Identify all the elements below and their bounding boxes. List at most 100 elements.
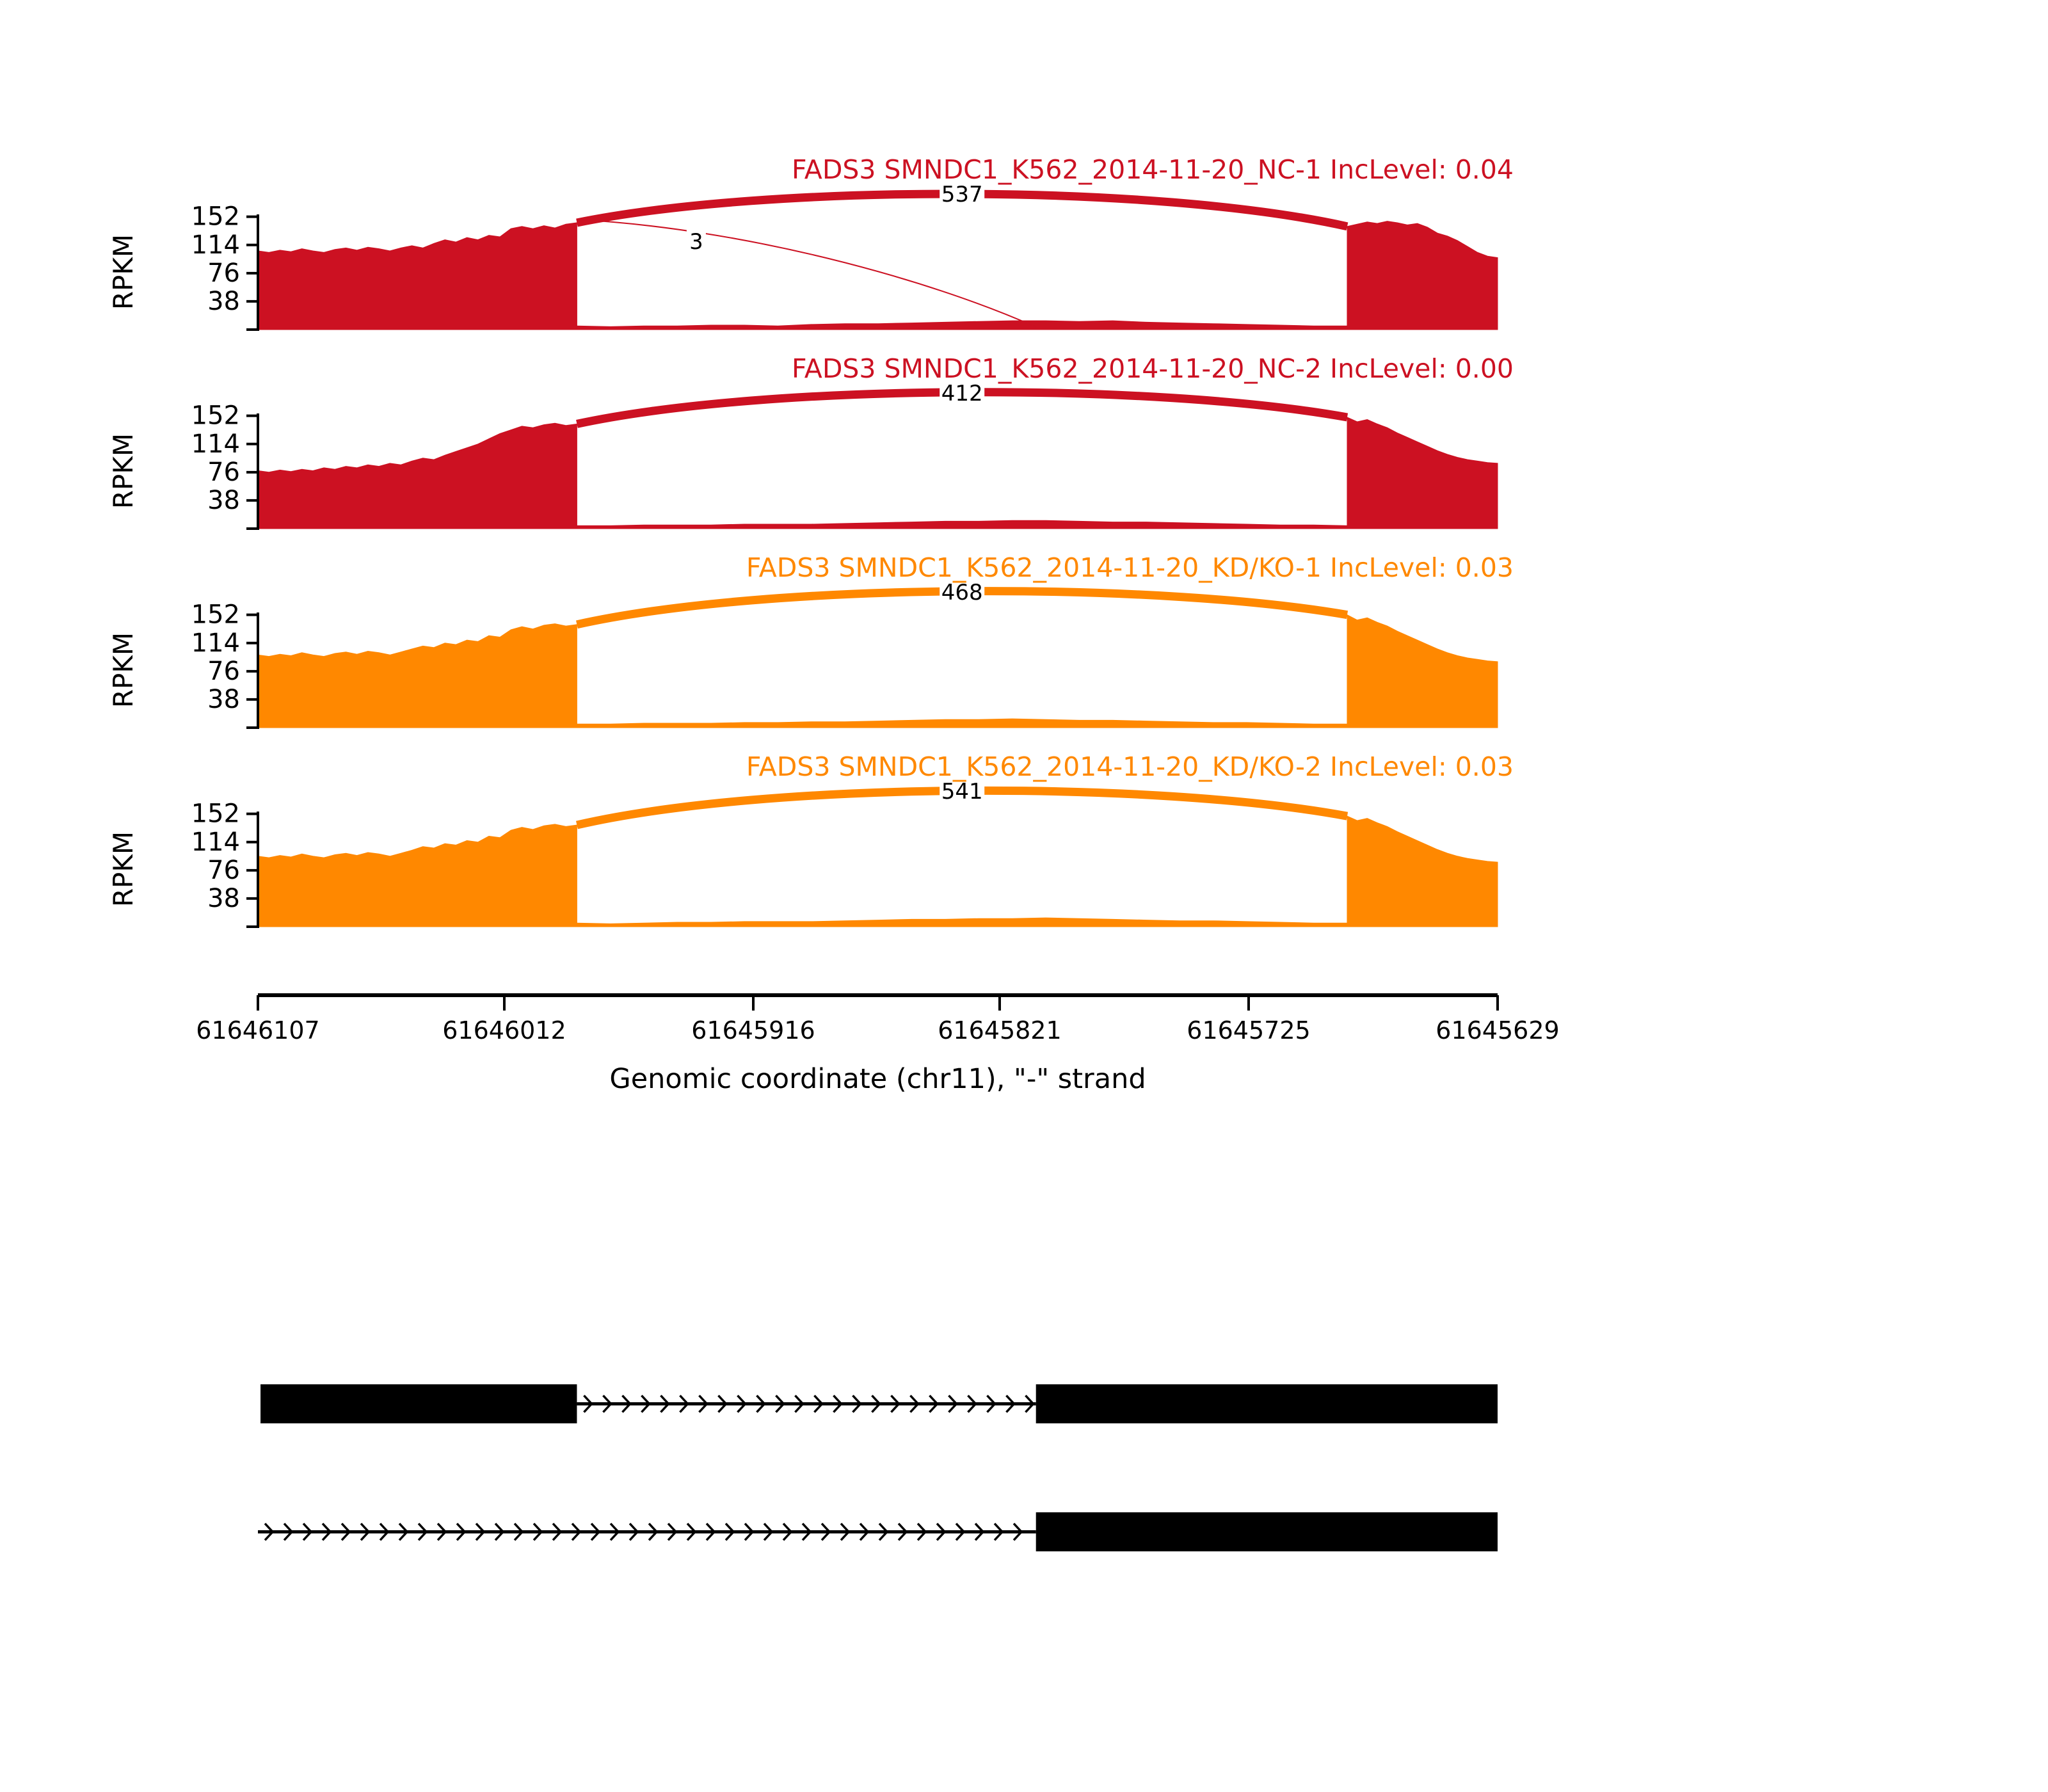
strand-arrow bbox=[283, 1523, 294, 1541]
strand-arrow bbox=[436, 1523, 447, 1541]
junction-count-bg bbox=[940, 580, 985, 604]
strand-arrow bbox=[513, 1523, 524, 1541]
coverage-left-exon bbox=[257, 824, 577, 927]
y-axis-tick-label: 76 bbox=[207, 458, 240, 487]
y-axis-tick-label: 152 bbox=[191, 401, 240, 431]
track-title: FADS3 SMNDC1_K562_2014-11-20_KD/KO-1 Inc… bbox=[746, 552, 1514, 583]
y-axis-tick-label: 38 bbox=[207, 486, 240, 515]
strand-arrow bbox=[494, 1523, 505, 1541]
x-axis-tick-label: 61645916 bbox=[691, 1016, 815, 1044]
x-axis-tick-label: 61646012 bbox=[442, 1016, 566, 1044]
strand-arrow bbox=[1025, 1395, 1035, 1413]
track-title: FADS3 SMNDC1_K562_2014-11-20_KD/KO-2 Inc… bbox=[746, 751, 1514, 782]
strand-arrow bbox=[871, 1395, 881, 1413]
strand-arrow bbox=[532, 1523, 543, 1541]
strand-arrow bbox=[801, 1523, 812, 1541]
y-axis-tick-label: 114 bbox=[191, 628, 240, 658]
junction-count-bg bbox=[940, 381, 985, 405]
strand-arrow bbox=[993, 1523, 1004, 1541]
junction-arc-thin bbox=[577, 219, 1037, 328]
strand-arrow bbox=[667, 1523, 678, 1541]
coverage-right-exon bbox=[1347, 815, 1498, 927]
strand-arrow bbox=[590, 1523, 601, 1541]
junction-count-bg bbox=[940, 779, 985, 803]
strand-arrow bbox=[621, 1395, 632, 1413]
strand-arrow bbox=[648, 1523, 659, 1541]
isoform-1 bbox=[260, 1384, 1498, 1423]
strand-arrow bbox=[379, 1523, 390, 1541]
strand-arrow bbox=[833, 1395, 843, 1413]
junction-count-bg bbox=[940, 182, 985, 206]
strand-arrow bbox=[948, 1395, 958, 1413]
coverage-left-exon bbox=[257, 422, 577, 529]
y-axis-title: RPKM bbox=[108, 234, 139, 310]
strand-arrow bbox=[909, 1395, 920, 1413]
strand-arrow bbox=[813, 1395, 824, 1413]
strand-arrow bbox=[398, 1523, 409, 1541]
strand-arrow bbox=[679, 1395, 689, 1413]
strand-arrow bbox=[820, 1523, 831, 1541]
x-axis: 61646107 61646012 61645916 61645821 61645725… bbox=[196, 993, 1560, 1095]
strand-arrow bbox=[967, 1395, 977, 1413]
coverage-intron bbox=[576, 520, 1348, 529]
strand-arrow bbox=[929, 1395, 939, 1413]
x-axis-tick-label: 61646107 bbox=[196, 1016, 319, 1044]
x-axis-tick-label: 61645821 bbox=[938, 1016, 1061, 1044]
y-axis-tick-label: 152 bbox=[191, 600, 240, 630]
strand-arrow bbox=[756, 1395, 766, 1413]
y-axis-tick-label: 114 bbox=[191, 429, 240, 459]
coverage-left-exon bbox=[257, 623, 577, 728]
track-title: FADS3 SMNDC1_K562_2014-11-20_NC-1 IncLev… bbox=[792, 154, 1514, 185]
y-axis-title: RPKM bbox=[108, 433, 139, 509]
strand-arrow bbox=[878, 1523, 889, 1541]
strand-arrow bbox=[916, 1523, 927, 1541]
junction-count-label: 468 bbox=[941, 580, 983, 605]
junction-count-label: 412 bbox=[941, 381, 983, 406]
coverage-intron bbox=[576, 917, 1348, 927]
strand-arrow bbox=[456, 1523, 467, 1541]
coverage-right-exon bbox=[1347, 221, 1498, 330]
y-axis-tick-label: 38 bbox=[207, 685, 240, 714]
strand-arrow bbox=[890, 1395, 900, 1413]
strand-arrow bbox=[628, 1523, 639, 1541]
strand-arrow bbox=[705, 1523, 716, 1541]
y-axis-tick-label: 152 bbox=[191, 202, 240, 232]
strand-arrow bbox=[724, 1523, 735, 1541]
x-axis-title: Genomic coordinate (chr11), "-" strand bbox=[609, 1063, 1146, 1095]
y-axis-tick-label: 114 bbox=[191, 230, 240, 260]
exon-box bbox=[1036, 1384, 1498, 1423]
y-axis-tick-label: 76 bbox=[207, 657, 240, 686]
strand-arrow bbox=[321, 1523, 332, 1541]
strand-arrow bbox=[794, 1395, 804, 1413]
junction-count-bg bbox=[686, 229, 706, 253]
x-axis-tick-label: 61645725 bbox=[1187, 1016, 1310, 1044]
junction-count-label: 541 bbox=[941, 779, 983, 804]
strand-arrow bbox=[660, 1395, 670, 1413]
strand-arrow bbox=[417, 1523, 428, 1541]
y-axis-tick-label: 38 bbox=[207, 884, 240, 913]
x-axis-tick-label: 61645629 bbox=[1436, 1016, 1559, 1044]
coverage-right-exon bbox=[1347, 614, 1498, 728]
y-axis-tick-label: 114 bbox=[191, 828, 240, 857]
strand-arrow bbox=[717, 1395, 728, 1413]
strand-arrow bbox=[775, 1395, 785, 1413]
y-axis-title: RPKM bbox=[108, 831, 139, 907]
coverage-right-exon bbox=[1347, 417, 1498, 529]
strand-arrow bbox=[360, 1523, 371, 1541]
isoform-2 bbox=[258, 1512, 1498, 1551]
strand-arrow bbox=[840, 1523, 851, 1541]
y-axis-tick-label: 76 bbox=[207, 259, 240, 288]
strand-arrow bbox=[986, 1395, 996, 1413]
strand-arrow bbox=[859, 1523, 870, 1541]
strand-arrow bbox=[763, 1523, 774, 1541]
strand-arrow bbox=[852, 1395, 862, 1413]
strand-arrow bbox=[1005, 1395, 1016, 1413]
coverage-intron bbox=[576, 320, 1348, 330]
junction-count-label: 3 bbox=[689, 229, 703, 255]
